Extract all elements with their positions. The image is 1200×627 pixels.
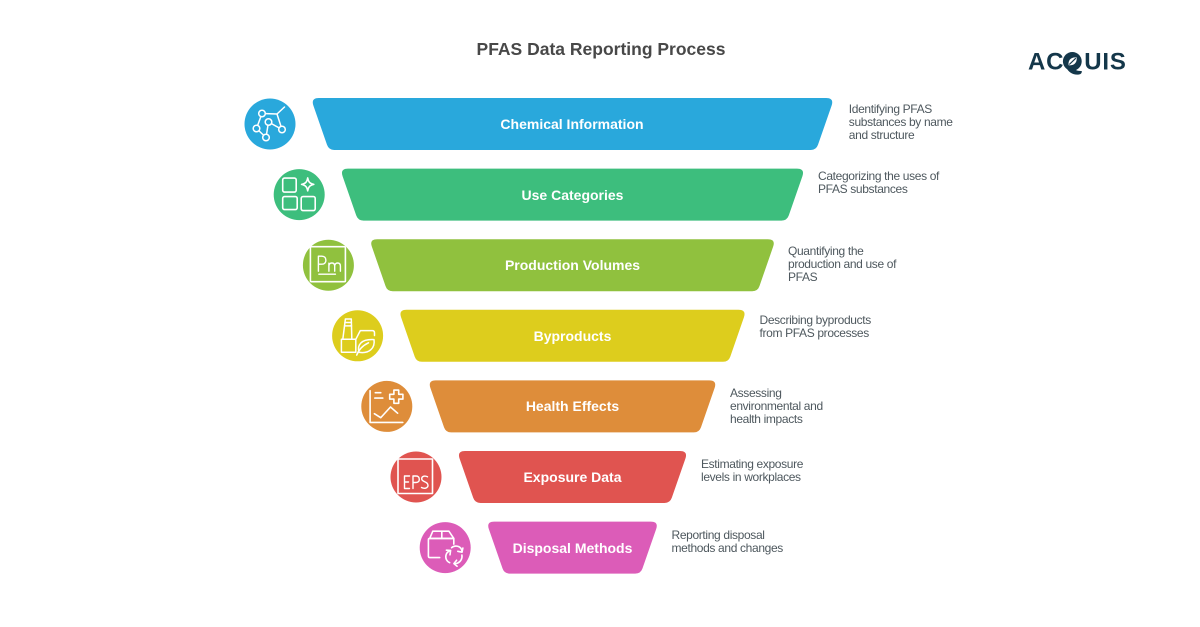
svg-text:AC: AC: [1028, 49, 1064, 76]
svg-text:UIS: UIS: [1084, 49, 1126, 76]
